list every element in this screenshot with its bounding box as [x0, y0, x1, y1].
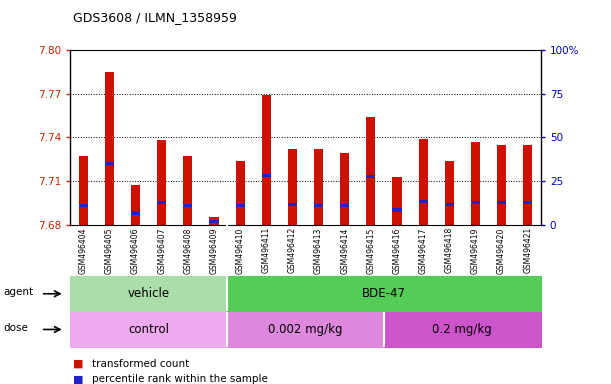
Bar [523, 144, 532, 225]
Text: vehicle: vehicle [128, 287, 170, 300]
Text: GSM496417: GSM496417 [419, 227, 428, 273]
Bar [236, 204, 245, 207]
Bar [392, 209, 401, 212]
Text: GSM496405: GSM496405 [105, 227, 114, 274]
Bar [497, 201, 506, 204]
Bar [79, 156, 88, 225]
Bar [288, 203, 297, 206]
Bar [210, 217, 219, 225]
Text: control: control [128, 323, 169, 336]
Bar [392, 177, 401, 225]
Bar [340, 153, 349, 225]
Bar [131, 211, 140, 215]
Bar [288, 149, 297, 225]
Text: agent: agent [4, 287, 34, 297]
Bar [314, 204, 323, 207]
Text: GSM496410: GSM496410 [236, 227, 244, 273]
Bar [445, 203, 454, 206]
Text: BDE-47: BDE-47 [362, 287, 406, 300]
Bar [419, 139, 428, 225]
Bar [157, 201, 166, 204]
Text: GSM496420: GSM496420 [497, 227, 506, 273]
Text: GSM496412: GSM496412 [288, 227, 297, 273]
Text: GSM496406: GSM496406 [131, 227, 140, 274]
Bar [236, 161, 245, 225]
Text: GSM496404: GSM496404 [79, 227, 88, 274]
Text: dose: dose [4, 323, 28, 333]
Bar [523, 201, 532, 204]
Text: 0.002 mg/kg: 0.002 mg/kg [268, 323, 343, 336]
Bar [262, 174, 271, 177]
Text: percentile rank within the sample: percentile rank within the sample [92, 374, 268, 384]
Bar [471, 142, 480, 225]
Text: ■: ■ [73, 359, 84, 369]
Text: 0.2 mg/kg: 0.2 mg/kg [433, 323, 492, 336]
Text: GSM496415: GSM496415 [367, 227, 375, 273]
Text: GSM496407: GSM496407 [157, 227, 166, 274]
Bar [210, 220, 219, 223]
Bar [497, 144, 506, 225]
Bar [79, 204, 88, 207]
Text: GSM496418: GSM496418 [445, 227, 454, 273]
Bar [445, 161, 454, 225]
Bar [105, 72, 114, 225]
Text: GSM496414: GSM496414 [340, 227, 349, 273]
Text: GSM496411: GSM496411 [262, 227, 271, 273]
Text: GSM496416: GSM496416 [392, 227, 401, 273]
Bar [366, 175, 375, 178]
Bar [340, 204, 349, 207]
Bar [157, 140, 166, 225]
Bar [471, 201, 480, 204]
Bar [105, 162, 114, 165]
Bar [183, 156, 192, 225]
Text: GSM496419: GSM496419 [471, 227, 480, 273]
Text: transformed count: transformed count [92, 359, 189, 369]
Bar [131, 185, 140, 225]
Text: GDS3608 / ILMN_1358959: GDS3608 / ILMN_1358959 [73, 12, 237, 25]
Text: GSM496413: GSM496413 [314, 227, 323, 273]
Text: ■: ■ [73, 374, 84, 384]
Bar [262, 95, 271, 225]
Bar [419, 200, 428, 203]
Text: GSM496408: GSM496408 [183, 227, 192, 273]
Bar [183, 204, 192, 207]
Text: GSM496421: GSM496421 [523, 227, 532, 273]
Text: GSM496409: GSM496409 [210, 227, 219, 274]
Bar [366, 117, 375, 225]
Bar [314, 149, 323, 225]
